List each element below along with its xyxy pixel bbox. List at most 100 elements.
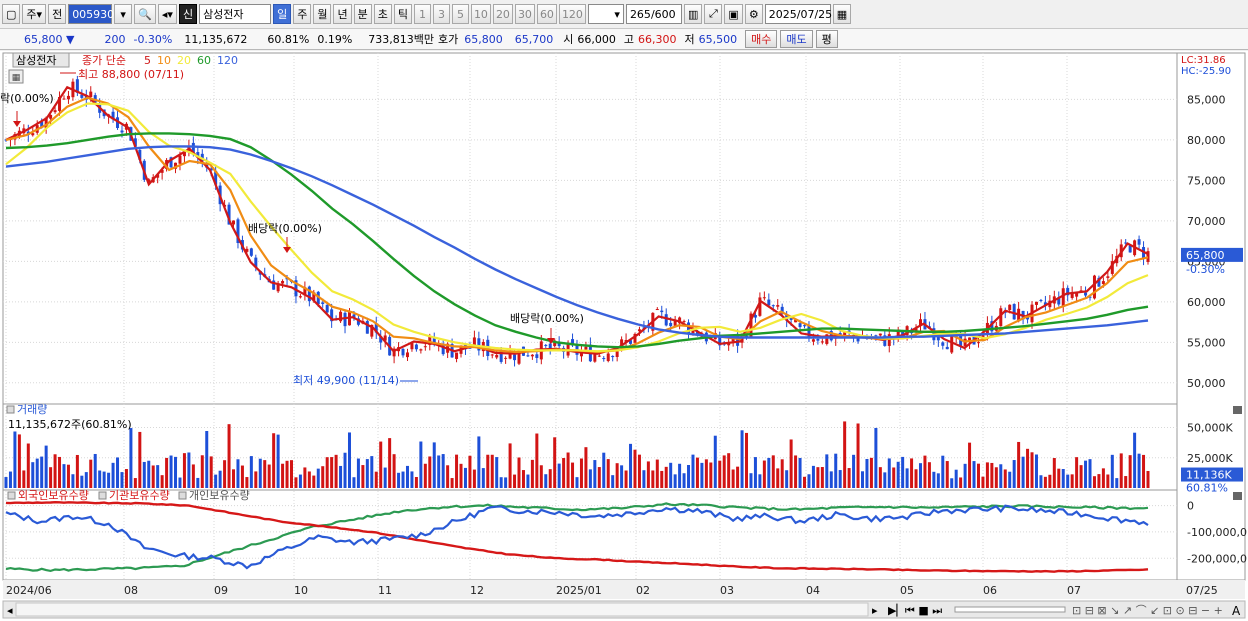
volume-bar [584, 447, 588, 488]
volume-bar [388, 438, 392, 488]
period-type-select[interactable]: 주 ▾ [22, 4, 47, 24]
volume-bar [339, 465, 343, 488]
candle-body [584, 346, 588, 350]
stock-code-input[interactable]: 005930 [68, 4, 114, 24]
candle-body [352, 314, 356, 319]
font-size-icon[interactable]: A [1232, 604, 1241, 618]
interval-button[interactable]: 월 [313, 4, 332, 24]
candle-body [811, 339, 815, 342]
minute-button[interactable]: 10 [470, 4, 491, 24]
minute-dropdown[interactable]: ▾ [587, 4, 624, 24]
code-dropdown-icon[interactable]: ▾ [114, 4, 133, 24]
count-field[interactable]: 265/600 [625, 4, 682, 24]
candle-body [383, 335, 387, 341]
stock-chart[interactable]: 85,00080,00075,00070,00065,00060,00055,0… [0, 51, 1248, 621]
volume-bar [896, 461, 900, 488]
volume-bar [129, 428, 133, 488]
candle-body [294, 280, 298, 297]
volume-toggle-icon[interactable] [6, 405, 15, 414]
scroll-right-icon[interactable]: ▸ [872, 604, 878, 617]
interval-button[interactable]: 주 [293, 4, 312, 24]
candle-body [798, 323, 802, 328]
candle-body [579, 351, 583, 357]
gear-icon[interactable]: ⚙ [744, 4, 763, 24]
crosshair-icon[interactable]: ⤢ [704, 4, 723, 24]
candle-body [410, 341, 414, 350]
nav-first-icon[interactable]: ▶▏⏮ ■ ⏭ [888, 603, 942, 617]
volume-tag [1181, 467, 1243, 482]
minute-button[interactable]: 1 [413, 4, 431, 24]
search-icon[interactable]: 🔍 [134, 4, 156, 24]
candle-body [428, 336, 432, 345]
volume-bar [834, 453, 838, 488]
candle-body [611, 355, 615, 358]
calendar-icon[interactable]: ▦ [832, 4, 852, 24]
drawing-tools-icons[interactable]: ⊡ ⊟ ⊠ ↘ ↗ ⌒ ↙ ⊡ ⊙ ⊟ − + [1072, 604, 1223, 617]
minute-button[interactable]: 120 [558, 4, 586, 24]
volume-bar [865, 458, 869, 488]
zoom-slider[interactable] [954, 606, 1066, 613]
volume-bar [820, 467, 824, 488]
volume-bar [673, 474, 677, 488]
minute-button[interactable]: 20 [492, 4, 513, 24]
moving-averages [5, 85, 1149, 355]
candle-body [669, 322, 673, 327]
volume-close-icon[interactable] [1233, 406, 1242, 414]
volume-bar [1026, 448, 1030, 488]
candle-body [941, 342, 945, 346]
panel-settings-icon[interactable] [8, 69, 24, 84]
volume-bar [932, 471, 936, 488]
interval-button[interactable]: 틱 [393, 4, 412, 24]
volume-bar [4, 477, 8, 488]
high-label: 고 [623, 33, 635, 46]
volume-bar [477, 436, 481, 488]
interval-button[interactable]: 초 [373, 4, 392, 24]
volume-bar [1075, 457, 1079, 488]
candle-body [945, 346, 949, 350]
candle-body [40, 121, 44, 127]
chart-settings-icon[interactable]: ▢ [2, 4, 21, 24]
volume-bar [1017, 441, 1021, 488]
volume-bar [758, 474, 762, 488]
candle-body [477, 338, 481, 351]
interval-button[interactable]: 일 [273, 4, 292, 24]
interval-button[interactable]: 분 [353, 4, 372, 24]
sell-button[interactable]: 매도 [780, 30, 813, 48]
extra-button[interactable]: 평 [815, 30, 838, 48]
volume-bar [370, 456, 374, 488]
candle-body [762, 297, 766, 299]
candle-body [843, 332, 847, 336]
holdings-close-icon[interactable] [1233, 492, 1242, 500]
minute-button[interactable]: 60 [536, 4, 557, 24]
scroll-left-icon[interactable]: ◂ [7, 604, 13, 617]
candle-type-icon[interactable]: ▥ [683, 4, 703, 24]
scroll-thumb[interactable] [15, 602, 869, 617]
x-tick-label: 05 [900, 584, 914, 597]
volume-bar [811, 465, 815, 488]
open-label: 시 [563, 33, 574, 46]
holdings-legend-icon [178, 491, 187, 500]
holdings-ytick: 0 [1187, 500, 1194, 513]
candle-body [1124, 242, 1128, 244]
candle-body [321, 302, 325, 304]
interval-button[interactable]: 년 [333, 4, 352, 24]
candle-body [513, 354, 517, 361]
save-icon[interactable]: ▣ [724, 4, 743, 24]
volume-bar [918, 463, 922, 488]
prev-button[interactable]: 전 [48, 4, 67, 24]
date-field[interactable]: 2025/07/25 [764, 4, 832, 24]
change-rate: -0.30% [133, 32, 173, 46]
candle-body [593, 354, 597, 362]
buy-button[interactable]: 매수 [745, 30, 778, 48]
candle-body [191, 142, 195, 154]
minute-button[interactable]: 5 [451, 4, 469, 24]
minute-button[interactable]: 30 [514, 4, 535, 24]
volume-bar [111, 462, 115, 488]
minute-button[interactable]: 3 [432, 4, 450, 24]
volume-bar [441, 454, 445, 488]
x-tick-label: 11 [378, 584, 392, 597]
new-badge[interactable]: 신 [178, 4, 198, 24]
speaker-icon[interactable]: ◂▾ [157, 4, 177, 24]
volume-bar [133, 478, 137, 488]
candle-body [472, 337, 476, 347]
